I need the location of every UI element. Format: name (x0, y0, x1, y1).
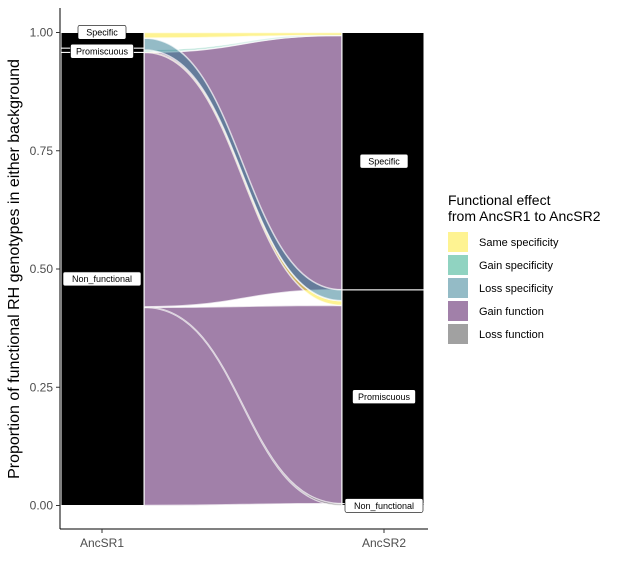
legend-item-loss-function: Loss function (448, 324, 544, 344)
legend-swatch (448, 255, 468, 275)
stratum-label-box (359, 153, 409, 169)
legend-title-line1: Functional effect (448, 192, 551, 208)
stratum-label-ancsr1-non-functional: Non_functional (62, 271, 142, 287)
legend-label: Loss function (479, 329, 544, 341)
x-tick-label-ancsr2: AncSR2 (362, 536, 406, 550)
stratum-label-ancsr2-non-functional: Non_functional (344, 498, 424, 513)
legend-label: Gain function (479, 306, 544, 318)
stratum-label-box (70, 43, 134, 59)
stratum-label-box (344, 498, 424, 513)
legend-label: Loss specificity (479, 283, 553, 295)
stratum-label-ancsr1-promiscuous: Promiscuous (70, 43, 134, 59)
legend-swatch (448, 232, 468, 252)
stratum-label-text: Promiscuous (76, 46, 129, 56)
legend-swatch (448, 301, 468, 321)
x-tick-label-ancsr1: AncSR1 (80, 536, 124, 550)
legend-swatch (448, 278, 468, 298)
legend-title-line2: from AncSR1 to AncSR2 (448, 208, 601, 224)
stratum-label-text: Non_functional (354, 501, 414, 511)
y-tick-label: 0.75 (30, 144, 54, 158)
stratum-label-text: Specific (368, 156, 400, 166)
legend-items: Same specificity Gain specificity Loss spe… (448, 232, 559, 344)
y-tick-label: 0.50 (30, 262, 54, 276)
stratum-label-text: Specific (86, 28, 118, 38)
legend-item-gain-function: Gain function (448, 301, 544, 321)
flows-layer (143, 31, 343, 507)
legend-swatch (448, 324, 468, 344)
legend: Functional effect from AncSR1 to AncSR2 … (448, 192, 601, 344)
stratum-label-ancsr2-specific: Specific (359, 153, 409, 169)
stratum-labels-layer: Non_functional Promiscuous Specific Non_fun… (62, 25, 424, 513)
legend-label: Gain specificity (479, 260, 553, 272)
y-tick-label: 1.00 (30, 26, 54, 40)
y-ticks-layer: 0.00 0.25 0.50 0.75 1.00 (30, 26, 60, 513)
legend-item-same-specificity: Same specificity (448, 232, 559, 252)
stratum-label-text: Non_functional (72, 274, 132, 284)
y-tick-label: 0.00 (30, 499, 54, 513)
stratum-label-ancsr2-promiscuous: Promiscuous (352, 389, 416, 405)
y-axis-title: Proportion of functional RH genotypes in… (6, 59, 23, 479)
legend-label: Same specificity (479, 237, 559, 249)
x-ticks-layer: AncSR1 AncSR2 (80, 529, 406, 550)
stratum-label-text: Promiscuous (358, 392, 411, 402)
stratum-label-box (352, 389, 416, 405)
stratum-label-box (77, 25, 127, 40)
stratum-label-ancsr1-specific: Specific (77, 25, 127, 40)
stratum-label-box (62, 271, 142, 287)
y-tick-label: 0.25 (30, 380, 54, 394)
legend-item-gain-specificity: Gain specificity (448, 255, 553, 275)
legend-item-loss-specificity: Loss specificity (448, 278, 553, 298)
